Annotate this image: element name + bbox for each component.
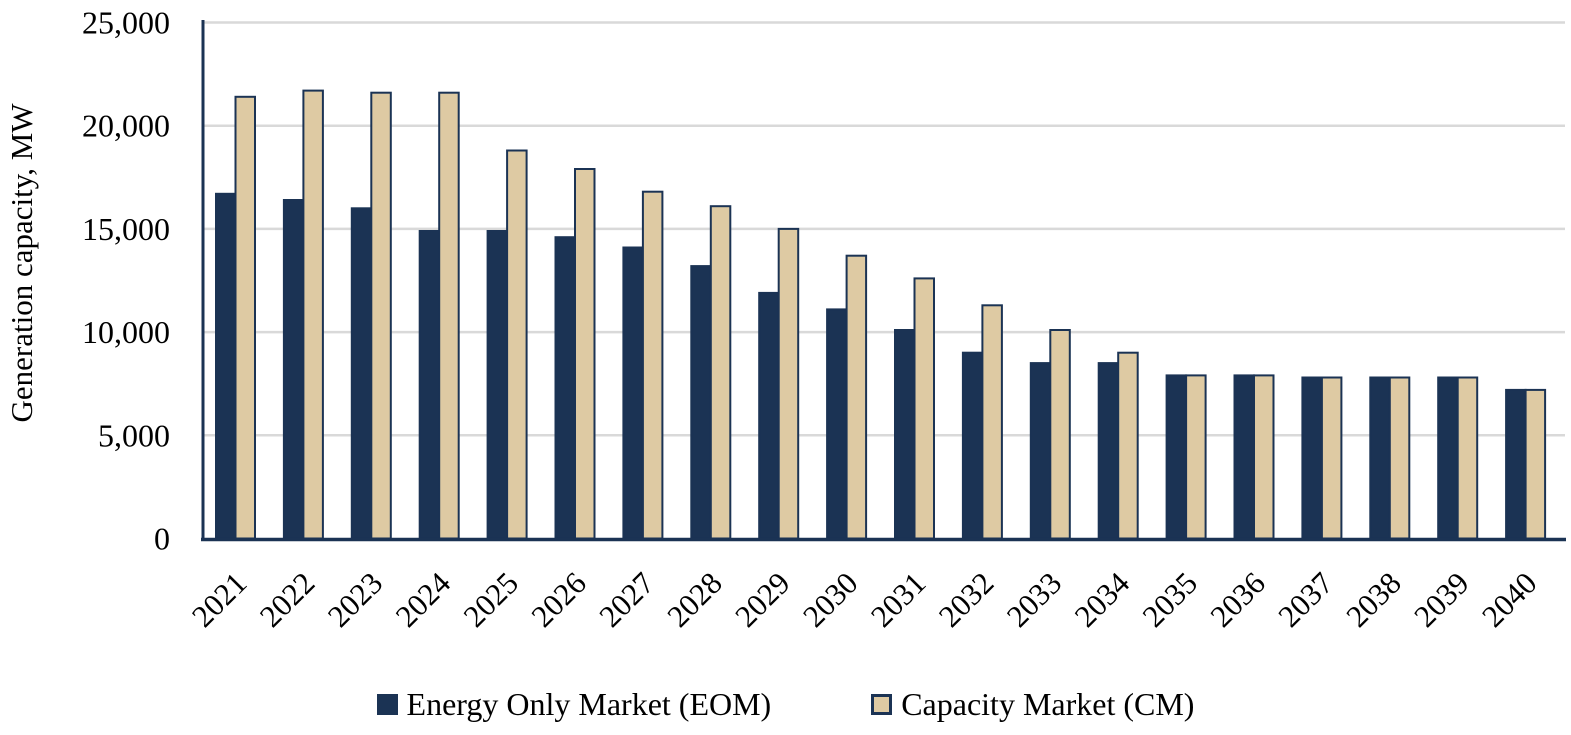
bar-eom-2023 — [350, 207, 373, 540]
bar-cm-2040 — [1524, 388, 1547, 540]
bar-cm-2031 — [913, 277, 935, 540]
bar-eom-2027 — [622, 246, 644, 540]
bar-eom-2040 — [1505, 388, 1527, 540]
generation-capacity-bar-chart: 2021 2022 2023 2024 2025 2026 2027 2028 2029 2030… — [4, 5, 1566, 634]
x-tick-label: 2034 — [1068, 565, 1137, 634]
x-tick-label: 2023 — [321, 565, 390, 634]
bar-cm-2032 — [981, 304, 1003, 540]
x-tick-label: 2033 — [1000, 565, 1069, 634]
bar-eom-2037 — [1301, 376, 1323, 540]
bar-eom-2038 — [1369, 376, 1391, 540]
x-tick-label: 2040 — [1475, 565, 1544, 634]
bar-cm-2024 — [438, 91, 460, 540]
x-tick-label: 2038 — [1339, 565, 1408, 634]
bar-eom-2034 — [1097, 362, 1120, 540]
bar-cm-2038 — [1388, 376, 1411, 540]
bar-cm-2021 — [234, 95, 256, 540]
bar-eom-2022 — [282, 199, 305, 540]
bar-eom-2029 — [758, 291, 780, 540]
y-tick-label: 25,000 — [82, 5, 170, 41]
bar-cm-2036 — [1253, 374, 1275, 540]
bar-cm-2028 — [709, 205, 732, 540]
bar-cm-2039 — [1456, 376, 1479, 540]
x-tick-label: 2028 — [660, 565, 729, 634]
bar-cm-2022 — [302, 89, 324, 540]
bar-cm-2035 — [1185, 374, 1207, 540]
bar-cm-2034 — [1117, 351, 1139, 540]
bar-cm-2026 — [574, 168, 596, 540]
chart-legend: Energy Only Market (EOM) Capacity Market… — [0, 688, 1571, 720]
x-tick-label: 2039 — [1407, 565, 1476, 634]
x-tick-label: 2021 — [185, 565, 254, 634]
bar-eom-2028 — [690, 265, 712, 540]
bar-eom-2032 — [961, 351, 984, 540]
legend-item-eom: Energy Only Market (EOM) — [376, 686, 772, 722]
bar-eom-2036 — [1233, 374, 1255, 540]
bar-eom-2024 — [418, 230, 441, 540]
x-tick-label: 2035 — [1135, 565, 1204, 634]
x-tick-label: 2029 — [728, 565, 797, 634]
bar-eom-2025 — [486, 230, 509, 540]
bar-cm-2037 — [1320, 376, 1343, 540]
x-tick-label: 2037 — [1271, 565, 1340, 634]
bar-eom-2033 — [1029, 362, 1052, 540]
y-tick-label: 5,000 — [98, 417, 170, 453]
legend-swatch-eom-icon — [376, 693, 398, 715]
legend-label-cm: Capacity Market (CM) — [901, 686, 1195, 722]
bar-eom-2031 — [894, 329, 916, 540]
bar-cm-2030 — [845, 254, 868, 540]
bar-eom-2039 — [1437, 376, 1459, 540]
y-tick-label: 20,000 — [82, 108, 170, 144]
y-tick-label: 15,000 — [82, 211, 170, 247]
x-tick-label: 2031 — [864, 565, 933, 634]
x-tick-label: 2025 — [456, 565, 525, 634]
y-tick-label: 0 — [154, 521, 170, 557]
x-tick-label: 2026 — [524, 565, 593, 634]
bar-cm-2025 — [506, 149, 528, 540]
bar-cm-2033 — [1049, 329, 1071, 540]
bar-cm-2029 — [777, 227, 800, 540]
bar-eom-2035 — [1165, 374, 1188, 540]
legend-label-eom: Energy Only Market (EOM) — [406, 686, 772, 722]
bar-cm-2027 — [641, 190, 664, 540]
x-tick-label: 2036 — [1203, 565, 1272, 634]
x-tick-label: 2022 — [253, 565, 322, 634]
bar-cm-2023 — [370, 91, 392, 540]
legend-swatch-cm-icon — [871, 693, 893, 715]
legend-item-cm: Capacity Market (CM) — [871, 688, 1194, 720]
x-tick-label: 2030 — [796, 565, 865, 634]
x-tick-label: 2032 — [932, 565, 1001, 634]
bar-eom-2021 — [215, 192, 237, 540]
x-tick-label: 2024 — [389, 565, 458, 634]
y-tick-label: 10,000 — [82, 314, 170, 350]
bar-eom-2026 — [554, 236, 576, 540]
x-tick-label: 2027 — [592, 565, 661, 634]
bar-eom-2030 — [826, 308, 848, 540]
y-axis-title: Generation capacity, MW — [4, 103, 39, 423]
